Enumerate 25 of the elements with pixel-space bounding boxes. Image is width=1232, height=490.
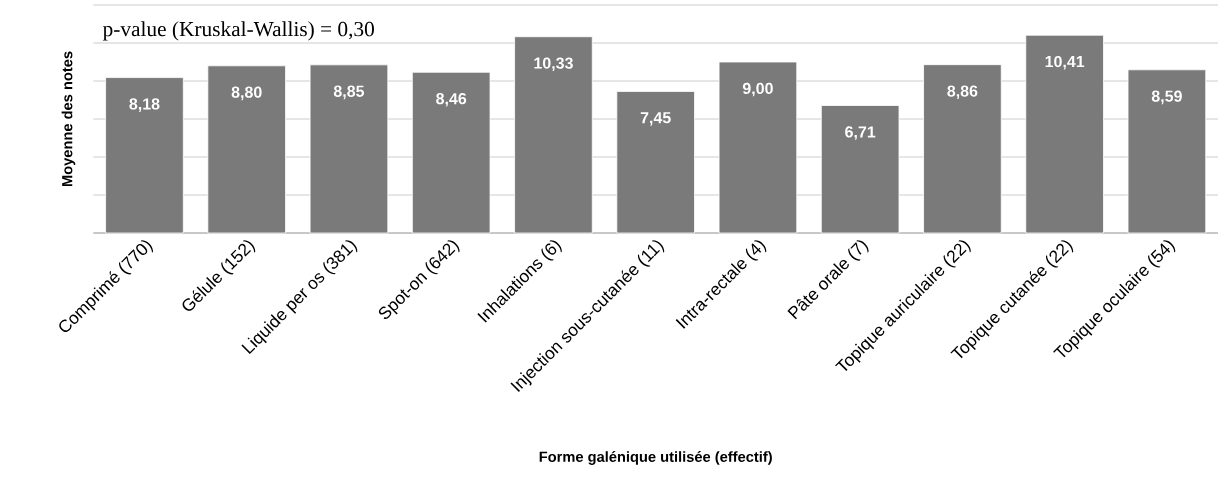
bar	[923, 64, 1002, 234]
data-label: 8,86	[947, 85, 978, 100]
bar	[105, 77, 184, 234]
data-label: 10,41	[1045, 55, 1085, 70]
bar	[616, 91, 695, 234]
bar	[718, 61, 798, 234]
y-axis-title: Moyenne des notes	[61, 51, 76, 187]
bar	[514, 36, 593, 234]
bar	[1025, 34, 1104, 234]
x-axis-title: Forme galénique utilisée (effectif)	[539, 451, 772, 465]
bar	[411, 71, 491, 234]
annotation: p-value (Kruskal-Wallis) = 0,30	[102, 21, 374, 41]
data-label: 8,18	[129, 98, 160, 112]
data-label: 8,80	[231, 86, 262, 101]
bar	[820, 105, 900, 234]
data-label: 8,85	[333, 85, 365, 100]
data-label: 7,45	[640, 112, 671, 126]
bar	[1127, 69, 1207, 234]
data-label: 10,33	[534, 57, 573, 72]
bar	[207, 65, 286, 234]
data-label: 8,59	[1151, 90, 1182, 105]
data-label: 6,71	[845, 126, 876, 140]
data-label: 8,46	[436, 92, 467, 107]
bar	[309, 64, 389, 234]
data-label: 9,00	[742, 82, 773, 97]
